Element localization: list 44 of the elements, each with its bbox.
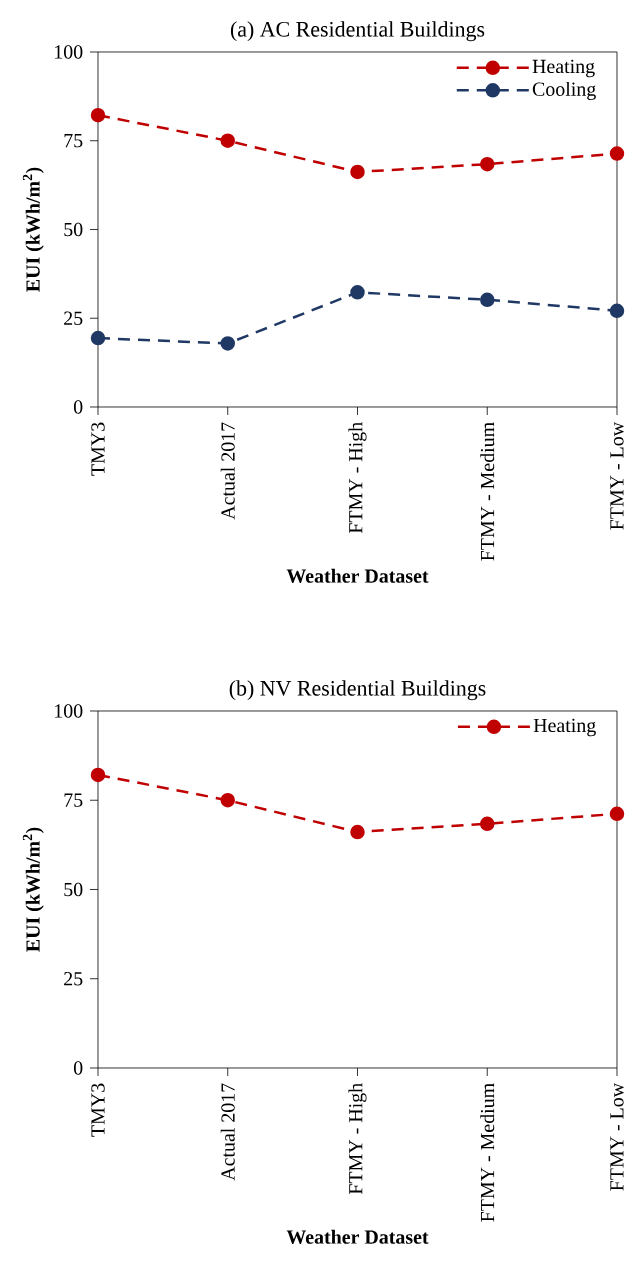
point	[480, 816, 495, 832]
x-axis-title: Weather Dataset	[286, 1229, 429, 1244]
chart-title: (a) AC Residential Buildings	[230, 21, 485, 42]
x-tick-label: Actual 2017	[220, 1083, 235, 1181]
x-tick-label: TMY3	[91, 422, 105, 476]
x-tick-label: Actual 2017	[220, 422, 235, 520]
y-tick-label: 0	[73, 400, 83, 414]
point	[609, 806, 625, 822]
point	[350, 164, 365, 180]
point	[350, 824, 365, 840]
point	[220, 336, 235, 351]
x-tick-label: FTMY - Medium	[480, 1083, 495, 1222]
x-axis-title: Weather Dataset	[286, 568, 429, 583]
legend-label: Cooling	[532, 81, 596, 101]
x-tick-label: TMY3	[91, 1083, 105, 1137]
y-tick-label: 0	[73, 1061, 83, 1075]
point	[90, 767, 106, 783]
y-tick-label: 25	[64, 972, 83, 986]
y-tick-label: 25	[64, 311, 83, 325]
legend-label: Heating	[532, 59, 595, 78]
x-tick-label: FTMY - Low	[610, 421, 624, 530]
point	[90, 330, 106, 346]
point	[609, 303, 625, 319]
x-tick-label: FTMY - Medium	[480, 422, 495, 561]
point	[480, 156, 495, 172]
y-axis-title: EUI (kWh/m$^{2}$)	[22, 167, 44, 292]
y-tick-label: 75	[64, 793, 83, 807]
x-tick-label: FTMY - High	[348, 1083, 367, 1195]
point	[609, 146, 625, 161]
y-tick-label: 75	[64, 134, 83, 148]
point	[90, 107, 106, 123]
x-tick-label: FTMY - High	[348, 422, 367, 534]
y-tick-label: 100	[55, 45, 83, 59]
y-tick-label: 50	[64, 222, 83, 237]
chart-title: (b) NV Residential Buildings	[229, 680, 486, 701]
y-axis-title: EUI (kWh/m$^{2}$)	[22, 827, 44, 952]
legend-label: Heating	[533, 718, 596, 737]
y-tick-label: 50	[64, 882, 83, 897]
point	[220, 133, 235, 148]
point	[480, 292, 495, 308]
x-tick-label: FTMY - Low	[610, 1082, 624, 1191]
point	[350, 285, 365, 300]
y-tick-label: 100	[55, 704, 83, 718]
point	[220, 792, 235, 808]
